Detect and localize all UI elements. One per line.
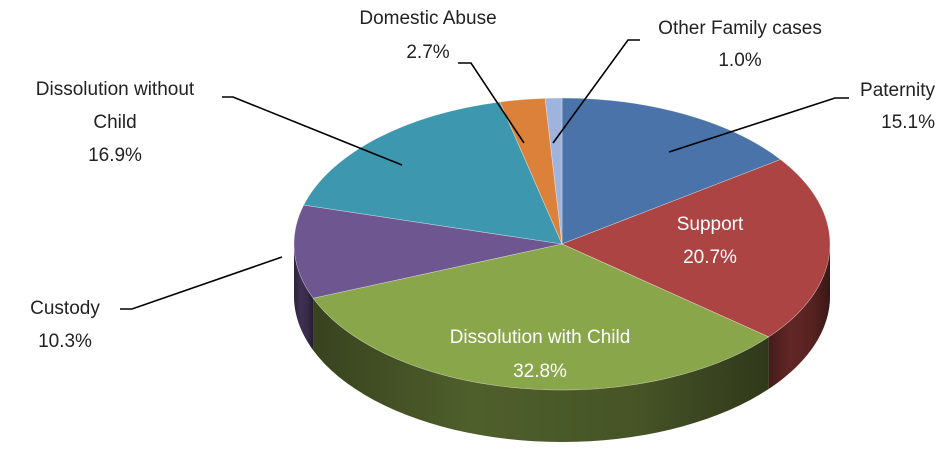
label-name-line-1-dissolution-without-child: Dissolution without <box>36 79 195 100</box>
label-name-domestic-abuse: Domestic Abuse <box>359 8 496 29</box>
label-value-other-family-cases: 1.0% <box>718 50 761 71</box>
label-name-support: Support <box>677 214 744 235</box>
label-name-custody: Custody <box>30 298 100 319</box>
pie-top-faces <box>293 97 831 391</box>
side-shade-support <box>768 244 830 389</box>
side-shade-custody <box>294 244 314 351</box>
slice-support <box>561 159 831 338</box>
label-value-dissolution-without-child: 16.9% <box>88 145 142 166</box>
label-value-domestic-abuse: 2.7% <box>406 42 449 63</box>
slice-dissolution-with-child <box>312 243 770 391</box>
label-value-support: 20.7% <box>683 247 737 268</box>
label-name-line-2-dissolution-without-child: Child <box>93 112 136 133</box>
slice-other-family-cases <box>544 97 563 245</box>
label-name-dissolution-with-child: Dissolution with Child <box>450 327 631 348</box>
label-value-custody: 10.3% <box>38 331 92 352</box>
leader-paternity <box>668 97 849 153</box>
slice-labels: Paternity 15.1% Support 20.7% Dissolution wi… <box>30 8 935 382</box>
slice-custody <box>293 204 563 299</box>
label-name-paternity: Paternity <box>860 80 935 101</box>
leader-custody <box>120 256 283 310</box>
side-shade-dissolution-with-child <box>313 298 769 442</box>
leader-other-family-cases <box>552 39 640 144</box>
pie-3d-sides <box>294 244 830 442</box>
leader-domestic-abuse <box>458 62 525 144</box>
label-name-other-family-cases: Other Family cases <box>658 18 822 39</box>
slice-paternity <box>561 97 782 245</box>
label-value-paternity: 15.1% <box>881 112 935 133</box>
label-value-dissolution-with-child: 32.8% <box>513 361 567 382</box>
slice-dissolution-without-child <box>303 101 563 245</box>
leader-dissolution-without-child <box>222 96 403 166</box>
leader-lines <box>120 39 849 310</box>
